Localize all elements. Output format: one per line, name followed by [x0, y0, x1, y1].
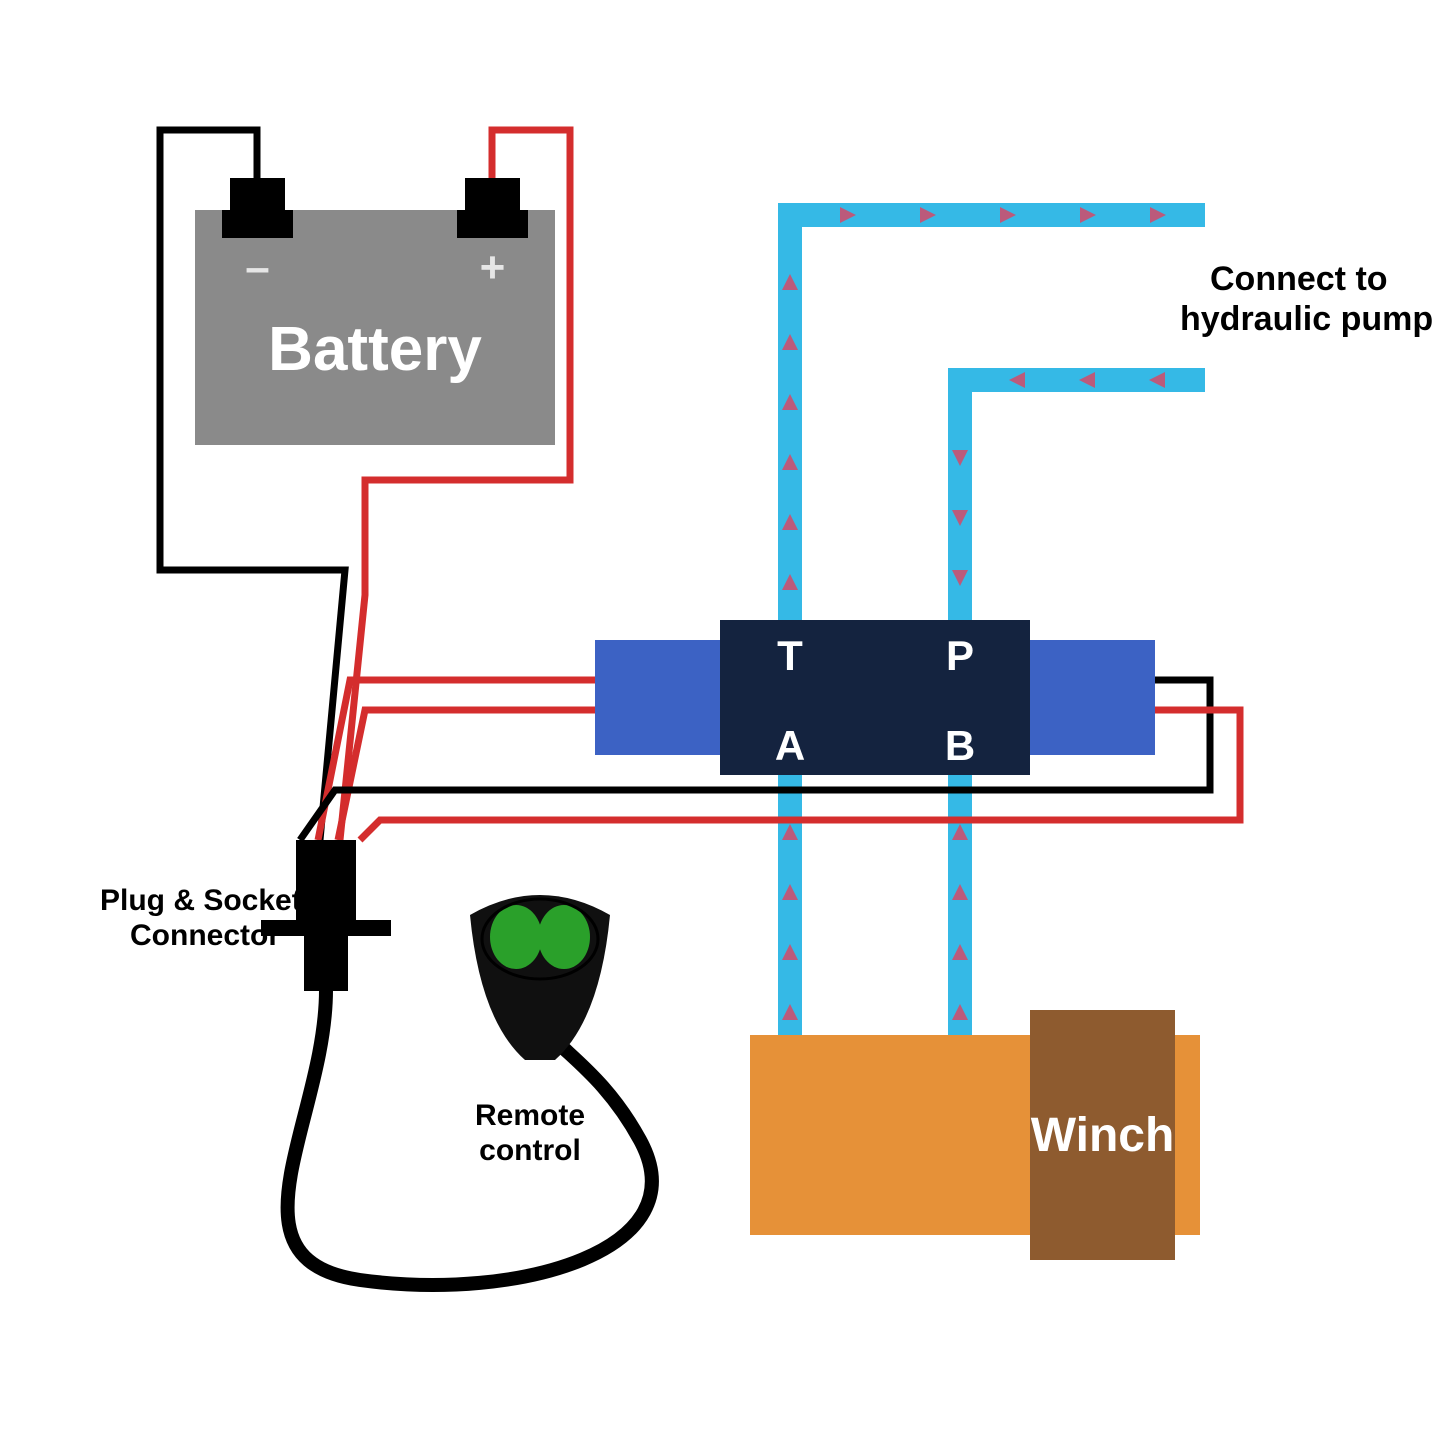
connector-socket: [304, 936, 348, 991]
port-a: A: [775, 722, 805, 769]
connector-plug: [296, 840, 356, 920]
battery-plus: +: [480, 243, 506, 292]
connector-label-2: Connector: [130, 919, 280, 952]
valve-core: [720, 620, 1030, 775]
remote-cable: [288, 990, 652, 1285]
battery-terminal-neg: [230, 178, 285, 210]
battery-label: Battery: [268, 315, 482, 384]
remote-button-right[interactable]: [538, 905, 590, 969]
remote-label-2: control: [479, 1134, 581, 1167]
battery-terminal-pos: [465, 178, 520, 210]
port-b: B: [945, 722, 975, 769]
battery-minus: –: [245, 243, 269, 292]
remote-label-1: Remote: [475, 1099, 585, 1132]
winch-label: Winch: [1031, 1109, 1175, 1162]
wiring-diagram: T P A B Winch Connect tohydraulic pump – + Batte…: [0, 0, 1445, 1445]
port-t: T: [777, 632, 803, 679]
connector-label-1: Plug & Socket: [100, 884, 302, 917]
port-p: P: [946, 632, 974, 679]
pump-label-2: hydraulic pump: [1180, 300, 1433, 338]
pump-label-1: Connect to: [1210, 260, 1388, 298]
remote-button-left[interactable]: [490, 905, 542, 969]
